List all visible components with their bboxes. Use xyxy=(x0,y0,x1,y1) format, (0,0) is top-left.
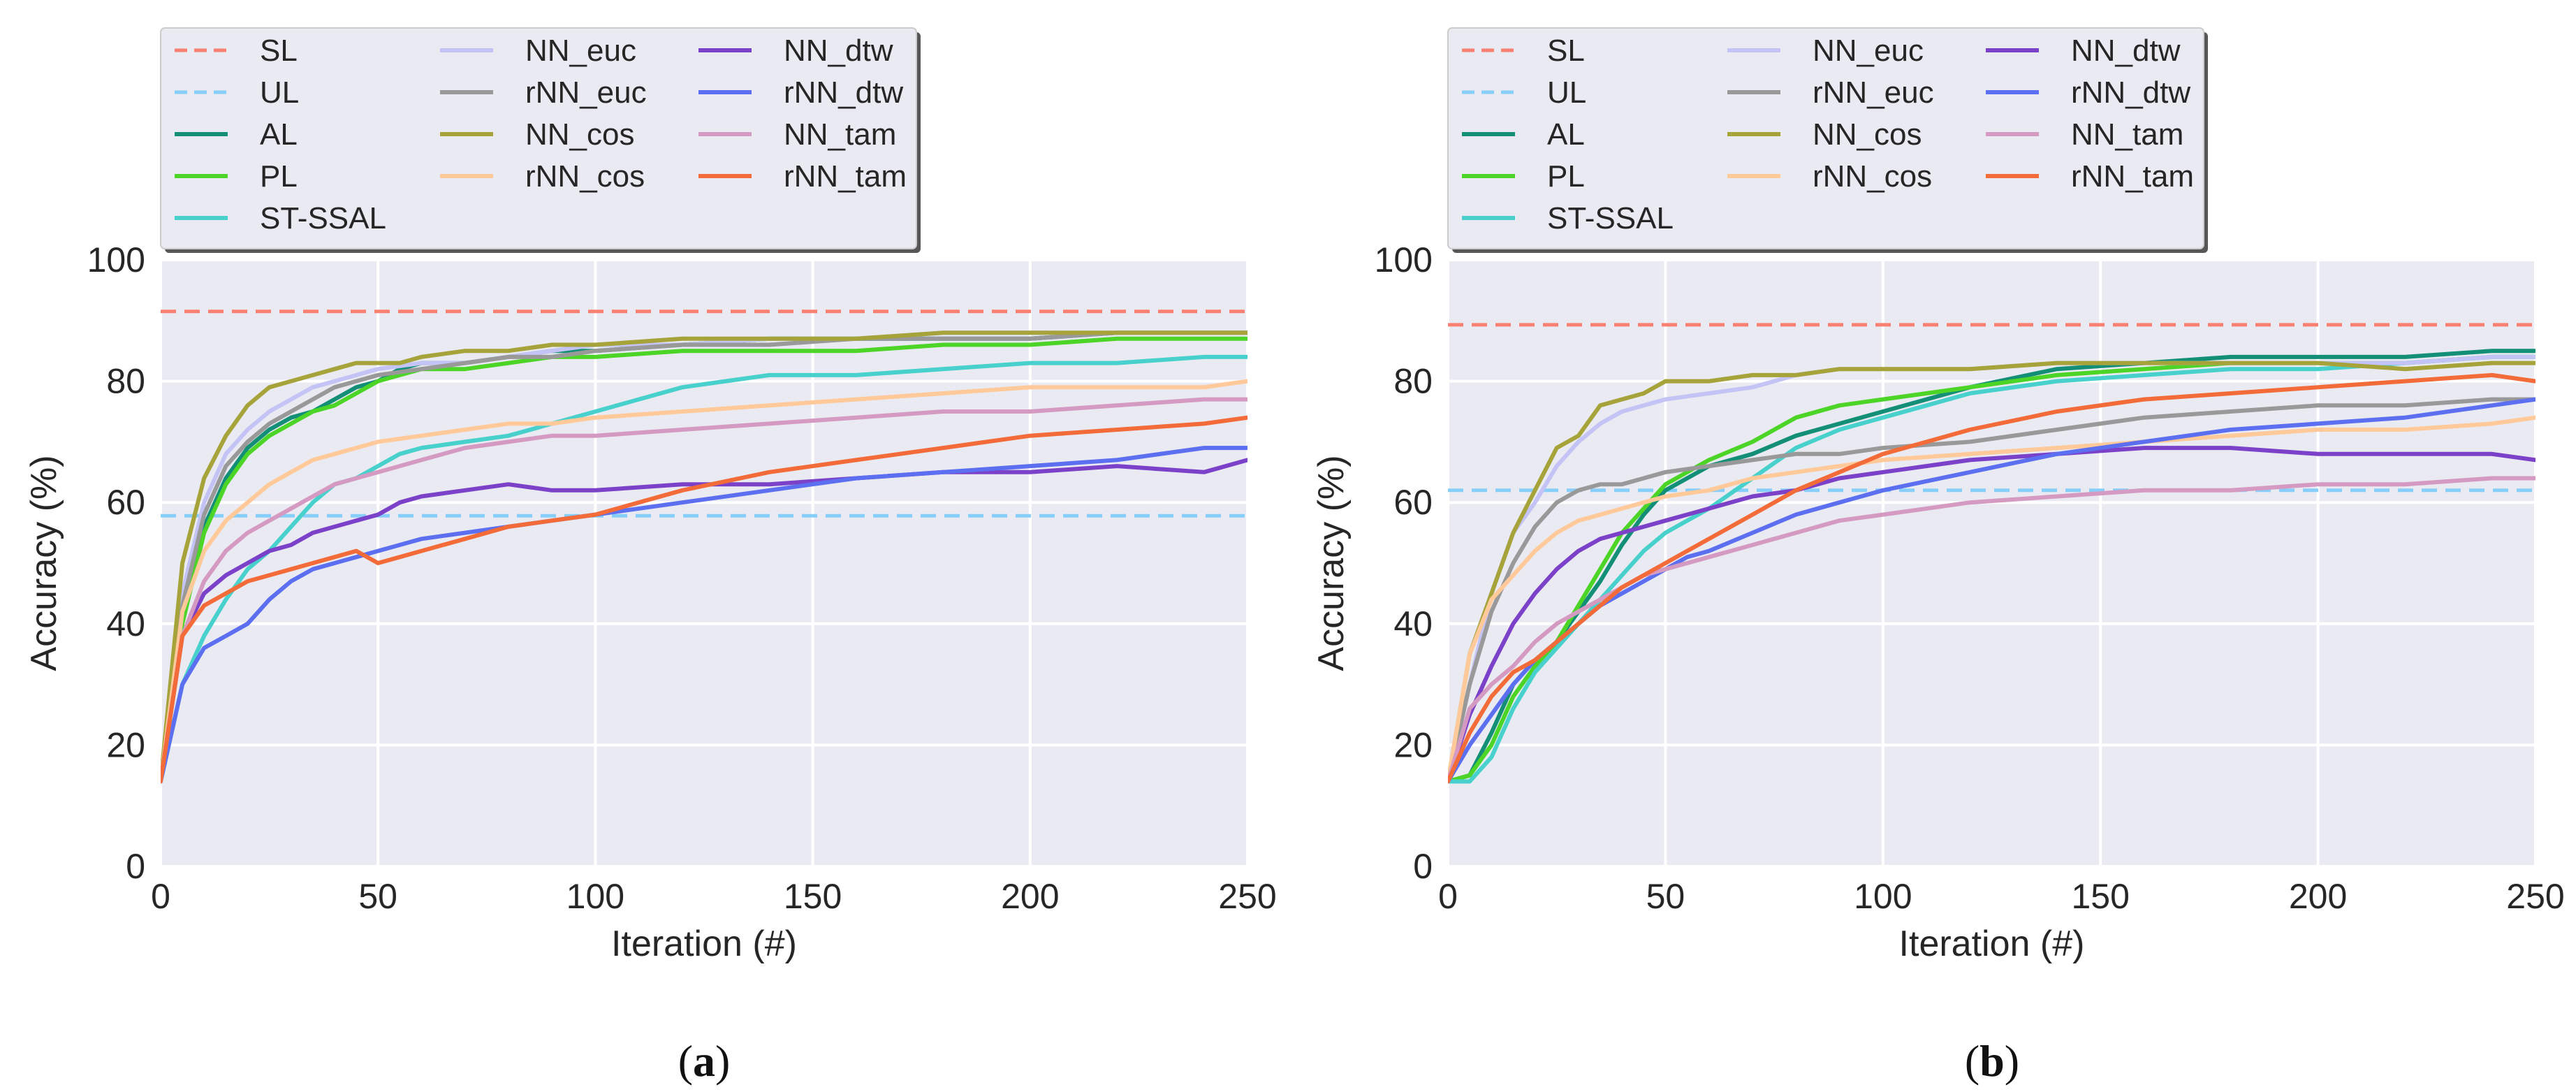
caption-close-paren: ) xyxy=(715,1036,730,1086)
y-tick-label: 80 xyxy=(1393,362,1433,401)
legend-label: AL xyxy=(1547,117,1585,152)
series-line-nn-tam xyxy=(161,397,1247,784)
x-tick-label: 100 xyxy=(566,877,624,916)
legend-label: NN_dtw xyxy=(784,34,893,68)
x-tick-label: 200 xyxy=(2289,877,2347,916)
legend-label: rNN_dtw xyxy=(784,75,903,110)
caption-letter: b xyxy=(1979,1036,2005,1086)
x-tick-label: 50 xyxy=(1646,877,1685,916)
legend: SL UL AL PL ST-SSAL NN_euc rNN_euc NN_cos rNN_co… xyxy=(160,27,921,253)
legend-label: rNN_tam xyxy=(2071,159,2194,194)
legend-label: NN_tam xyxy=(2071,117,2183,152)
series-line-nn-cos xyxy=(1448,361,2535,784)
legend-label: rNN_cos xyxy=(525,159,645,194)
y-axis-label: Accuracy (%) xyxy=(24,455,64,671)
legend-label: UL xyxy=(260,75,299,110)
y-tick-label: 20 xyxy=(1393,725,1433,764)
x-axis-label: Iteration (#) xyxy=(1899,924,2085,964)
x-tick-label: 150 xyxy=(784,877,842,916)
legend-label: NN_cos xyxy=(525,117,635,152)
legend-label: AL xyxy=(260,117,298,152)
legend-label: rNN_euc xyxy=(525,75,647,110)
series-line-rnn-tam xyxy=(1448,372,2535,784)
y-tick-label: 0 xyxy=(126,847,145,886)
legend-label: NN_tam xyxy=(784,117,896,152)
figure-caption: (a) xyxy=(678,1036,731,1086)
y-tick-label: 80 xyxy=(106,362,145,401)
y-tick-label: 40 xyxy=(1393,604,1433,643)
legend-label: PL xyxy=(260,159,298,194)
y-tick-label: 0 xyxy=(1413,847,1433,886)
x-tick-label: 50 xyxy=(358,877,397,916)
legend-label: rNN_euc xyxy=(1813,75,1934,110)
series-line-rnn-tam xyxy=(161,415,1247,784)
chart-b: 0 50 100 150 200 250 0 20 40 60 80 100 Iteration (#)… xyxy=(1311,27,2565,1086)
x-tick-label: 100 xyxy=(1854,877,1912,916)
legend-label: NN_euc xyxy=(1813,34,1924,68)
x-tick-label: 250 xyxy=(1218,877,1276,916)
legend-label: SL xyxy=(1547,34,1585,68)
legend-label: ST-SSAL xyxy=(260,201,386,235)
series-line-nn-tam xyxy=(1448,476,2535,784)
series-line-rnn-cos xyxy=(161,379,1247,784)
legend-label: rNN_tam xyxy=(784,159,907,194)
x-tick-label: 150 xyxy=(2071,877,2129,916)
series-line-rnn-euc xyxy=(161,330,1247,784)
legend-box xyxy=(160,27,917,249)
y-tick-label: 60 xyxy=(1393,483,1433,522)
series-line-rnn-dtw xyxy=(161,446,1247,784)
x-tick-label: 0 xyxy=(1438,877,1458,916)
x-tick-label: 250 xyxy=(2506,877,2564,916)
legend-label: NN_euc xyxy=(525,34,636,68)
y-tick-label: 60 xyxy=(106,483,145,522)
legend-label: NN_cos xyxy=(1813,117,1922,152)
y-tick-label: 100 xyxy=(1375,240,1433,279)
legend-box xyxy=(1447,27,2204,249)
y-tick-label: 20 xyxy=(106,725,145,764)
legend-label: NN_dtw xyxy=(2071,34,2181,68)
series-line-nn-cos xyxy=(161,330,1247,784)
series-line-st-ssal xyxy=(161,354,1247,784)
legend-label: rNN_cos xyxy=(1813,159,1932,194)
x-tick-label: 0 xyxy=(151,877,170,916)
series-line-rnn-cos xyxy=(1448,415,2535,784)
legend-label: PL xyxy=(1547,159,1585,194)
legend-label: UL xyxy=(1547,75,1586,110)
series-line-rnn-euc xyxy=(1448,397,2535,784)
caption-open-paren: ( xyxy=(678,1036,693,1086)
legend-label: SL xyxy=(260,34,298,68)
chart-a: 0 50 100 150 200 250 0 20 40 60 80 100 Iteration (#)… xyxy=(24,27,1277,1086)
legend-label: ST-SSAL xyxy=(1547,201,1674,235)
legend: SL UL AL PL ST-SSAL NN_euc rNN_euc NN_cos rNN_co… xyxy=(1447,27,2208,253)
legend-label: rNN_dtw xyxy=(2071,75,2190,110)
x-axis-label: Iteration (#) xyxy=(611,924,797,964)
y-tick-label: 100 xyxy=(87,240,145,279)
y-axis-label: Accuracy (%) xyxy=(1311,455,1352,671)
caption-open-paren: ( xyxy=(1965,1036,1979,1086)
caption-close-paren: ) xyxy=(2005,1036,2019,1086)
caption-letter: a xyxy=(693,1036,715,1086)
figure-caption: (b) xyxy=(1965,1036,2019,1086)
series-line-nn-dtw xyxy=(1448,446,2535,784)
y-tick-label: 40 xyxy=(106,604,145,643)
x-tick-label: 200 xyxy=(1001,877,1059,916)
